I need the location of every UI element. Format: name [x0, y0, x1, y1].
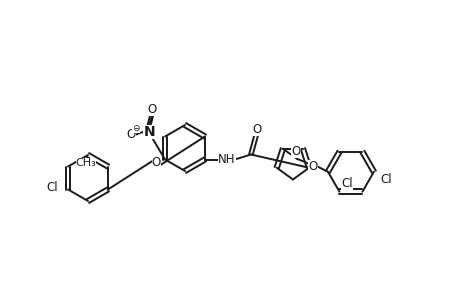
Text: CH₃: CH₃	[75, 158, 96, 168]
Text: Cl: Cl	[341, 177, 353, 190]
Text: O: O	[126, 128, 135, 141]
Text: N: N	[143, 124, 155, 139]
Text: O: O	[308, 160, 317, 173]
Text: Cl: Cl	[379, 173, 391, 186]
Text: Cl: Cl	[46, 181, 58, 194]
Text: O: O	[291, 145, 300, 158]
Text: O: O	[147, 103, 157, 116]
Text: O: O	[252, 123, 261, 136]
Text: ⊖: ⊖	[132, 124, 140, 133]
Text: O: O	[151, 157, 161, 169]
Text: NH: NH	[218, 153, 235, 166]
